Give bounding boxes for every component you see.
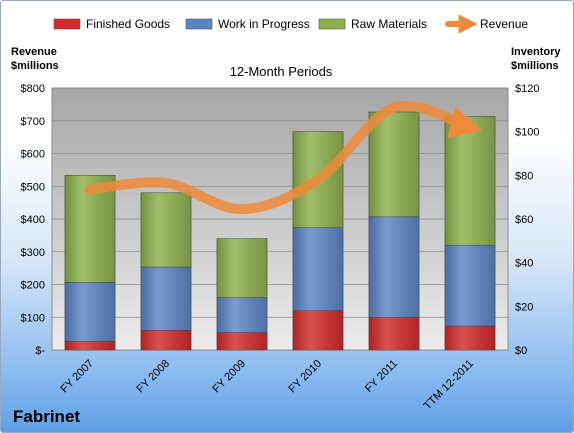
- category-label: FY 2009: [210, 358, 248, 396]
- category-label: FY 2008: [134, 358, 172, 396]
- right-tick-label: $40: [515, 258, 533, 270]
- right-tick-label: $80: [515, 170, 533, 182]
- category-label: FY 2010: [286, 358, 324, 396]
- bar-work-in-progress-shade: [216, 297, 268, 333]
- bar-work-in-progress-shade: [292, 227, 344, 311]
- right-axis-title-line2: $millions: [511, 60, 559, 72]
- bar-work-in-progress-shade: [64, 282, 116, 342]
- right-axis-title: Inventory $millions: [511, 45, 561, 73]
- bar-work-in-progress-shade: [444, 245, 496, 326]
- legend-swatch-work-in-progress: [185, 18, 213, 30]
- category-label: FY 2011: [363, 358, 400, 395]
- right-tick-label: $60: [515, 214, 533, 226]
- category-label: FY 2007: [58, 358, 96, 396]
- right-tick-label: $20: [515, 301, 533, 313]
- left-tick-label: $-: [35, 345, 45, 357]
- right-axis-title-line1: Inventory: [511, 46, 561, 58]
- right-tick-label: $0: [515, 345, 527, 357]
- left-tick-label: $300: [21, 247, 45, 259]
- left-tick-label: $400: [21, 214, 45, 226]
- left-tick-label: $800: [21, 83, 45, 95]
- chart-title: 12-Month Periods: [230, 64, 333, 79]
- right-tick-label: $100: [515, 127, 539, 139]
- bar-raw-materials-shade: [216, 238, 268, 298]
- left-axis-title-line1: Revenue: [11, 46, 57, 58]
- company-name: Fabrinet: [13, 407, 81, 426]
- legend-label-finished-goods: Finished Goods: [86, 17, 170, 31]
- left-tick-label: $700: [21, 116, 45, 128]
- bar-finished-goods-shade: [64, 341, 116, 350]
- bar-finished-goods-shade: [444, 325, 496, 350]
- legend: Finished Goods Work in Progress Raw Materi…: [53, 14, 528, 34]
- legend-label-raw-materials: Raw Materials: [351, 17, 427, 31]
- bar-finished-goods-shade: [140, 330, 192, 350]
- legend-swatch-raw-materials: [318, 18, 346, 30]
- bar-raw-materials-shade: [368, 112, 420, 217]
- category-label: TTM 12-2011: [422, 358, 477, 413]
- left-tick-label: $200: [21, 280, 45, 292]
- legend-swatch-finished-goods: [53, 18, 81, 30]
- bar-raw-materials-shade: [140, 192, 192, 268]
- right-tick-label: $120: [515, 83, 539, 95]
- left-tick-label: $600: [21, 149, 45, 161]
- legend-label-work-in-progress: Work in Progress: [218, 17, 310, 31]
- bar-work-in-progress-shade: [368, 216, 420, 318]
- revenue-line: [85, 100, 483, 215]
- left-axis-title: Revenue $millions: [11, 45, 59, 73]
- bar-finished-goods-shade: [216, 332, 268, 350]
- bar-raw-materials-shade: [444, 116, 496, 246]
- plot-area: $- $100 $200 $300 $400 $500 $600 $700 $800 $0 $20 $…: [21, 83, 540, 412]
- left-tick-label: $100: [21, 312, 45, 324]
- bar-work-in-progress-shade: [140, 267, 192, 331]
- left-axis-title-line2: $millions: [11, 60, 59, 72]
- bar-finished-goods-shade: [292, 310, 344, 350]
- bar-finished-goods-shade: [368, 317, 420, 350]
- legend-label-revenue: Revenue: [480, 17, 528, 31]
- left-tick-label: $500: [21, 181, 45, 193]
